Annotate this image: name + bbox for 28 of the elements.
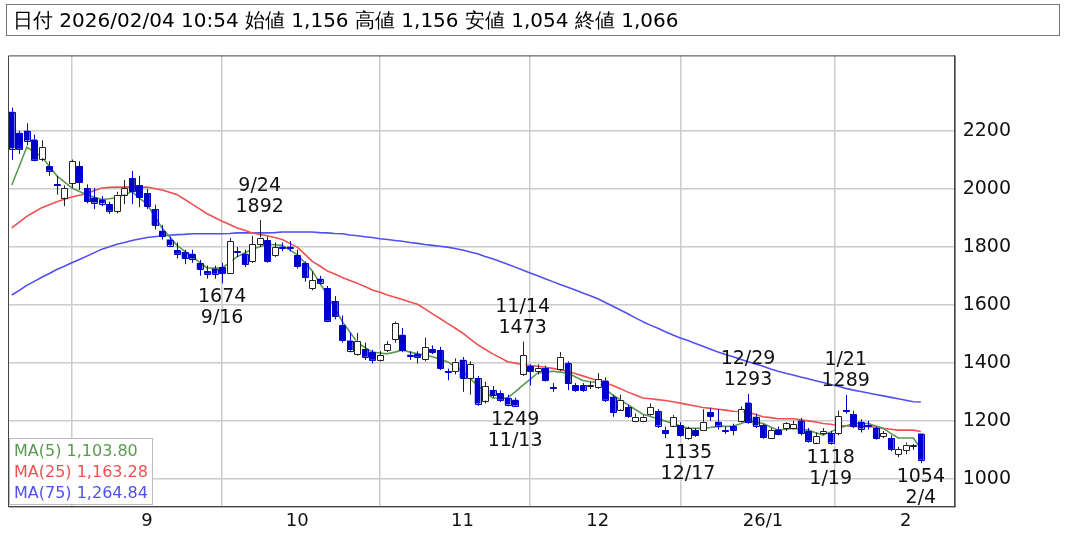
x-tick-label: 2 [900, 508, 912, 530]
y-tick-label: 1200 [962, 407, 1012, 430]
y-tick-label: 1600 [962, 291, 1012, 314]
annotation: 1249 11/13 [487, 407, 543, 451]
annotation: 1/21 1289 [821, 347, 870, 391]
y-tick-label: 2000 [962, 175, 1012, 198]
x-tick-label: 12 [586, 508, 610, 530]
annotation: 1118 1/19 [806, 445, 855, 489]
candlestick [76, 160, 83, 191]
y-tick-label: 2200 [962, 117, 1012, 140]
y-tick-label: 1800 [962, 233, 1012, 256]
candlestick [557, 351, 564, 372]
text: MA(25) 1,163.28 [14, 461, 148, 483]
x-tick-label: 11 [451, 508, 474, 530]
text: MA(5) 1,103.80 [14, 440, 139, 462]
chart-title: 日付 2026/02/04 10:54 始値 1,156 高値 1,156 安値 1,054 終値 1,066 [6, 4, 1060, 36]
annotation: 1054 2/4 [896, 463, 946, 507]
annotation: 9/24 1892 [235, 172, 284, 216]
candlestick [339, 315, 346, 344]
y-tick-label: 1000 [962, 465, 1012, 488]
annotation: 1135 12/17 [660, 440, 716, 484]
text: MA(75) 1,264.84 [14, 482, 148, 504]
x-tick-label: 9 [141, 508, 153, 530]
y-tick-label: 1400 [962, 349, 1012, 372]
x-tick-label: 10 [285, 508, 309, 530]
x-tick-label: 26/1 [742, 508, 784, 530]
annotation: 11/14 1473 [495, 294, 551, 338]
annotation: 1674 9/16 [197, 283, 247, 327]
